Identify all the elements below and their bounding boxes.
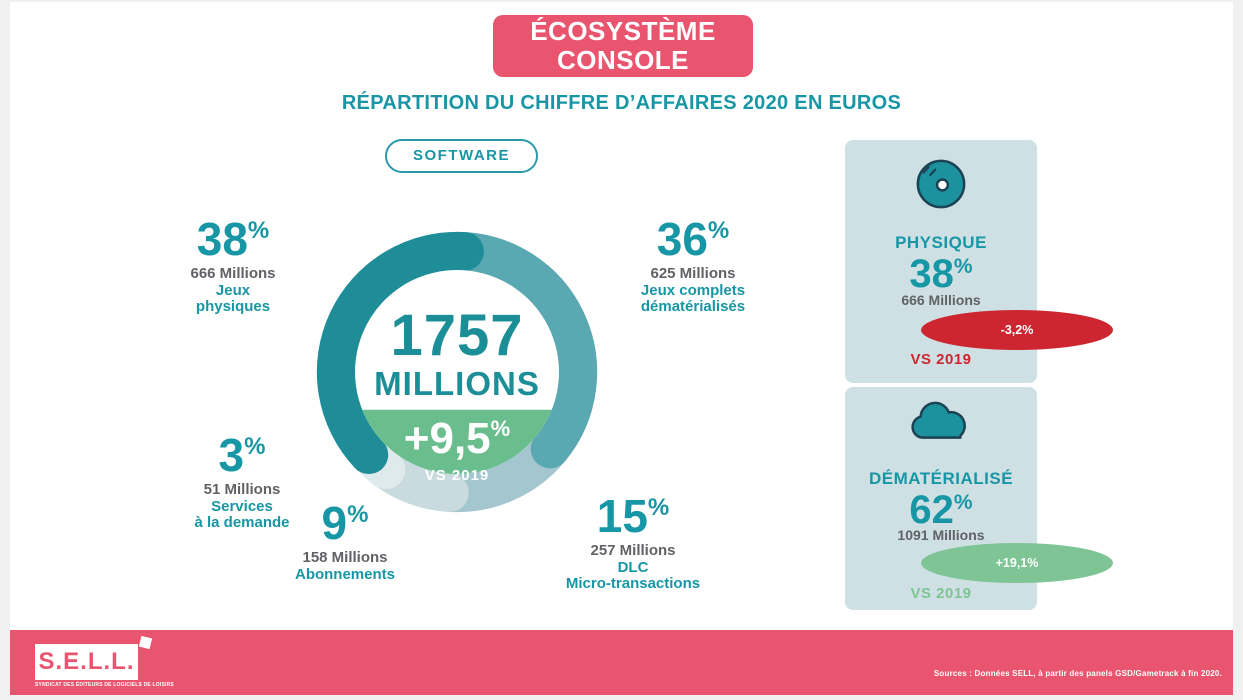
panel-physique-pct: 38	[909, 252, 954, 296]
panel-physique-vs: VS 2019	[910, 351, 972, 368]
trend-badge-positive: +19,1%	[921, 543, 1113, 583]
segment-name-line: Micro-transactions	[565, 575, 701, 592]
header-badge-line2: CONSOLE	[556, 45, 690, 75]
total-growth: +9,5%	[403, 414, 511, 463]
percent-sign: %	[953, 255, 973, 278]
segment-pct: 36	[656, 213, 708, 265]
panel-demat-title: DÉMATÉRIALISÉ	[868, 469, 1014, 488]
sources-text: Sources : Données SELL, à partir des pan…	[933, 669, 1222, 678]
disc-icon	[916, 159, 966, 209]
percent-sign: %	[347, 501, 369, 528]
panel-physique-amount: 666 Millions	[901, 292, 981, 308]
segment-name-line: DLC	[617, 559, 649, 576]
total-value: 1757	[390, 303, 524, 368]
sell-logo-square	[138, 635, 153, 650]
panel-demat-amount: 1091 Millions	[897, 527, 985, 543]
percent-sign: %	[490, 416, 511, 441]
donut-segment	[316, 231, 484, 475]
percent-sign: %	[244, 433, 266, 460]
donut-rings	[316, 231, 598, 513]
total-vs-label: VS 2019	[424, 467, 490, 484]
segment-label-jeux-physiques: 38% 666 Millions Jeux physiques	[158, 216, 308, 315]
panel-demat-vs: VS 2019	[910, 585, 972, 602]
segment-name-line: à la demande	[194, 514, 290, 531]
sell-logo-subtitle: SYNDICAT DES ÉDITEURS DE LOGICIELS DE LO…	[35, 682, 174, 688]
segment-amount: 625 Millions	[650, 265, 736, 282]
cloud-icon	[911, 401, 966, 439]
segment-name-line: Services	[211, 498, 273, 515]
panel-physique: PHYSIQUE 38% 666 Millions -3,2% VS 2019	[845, 140, 1113, 383]
panel-physique-title: PHYSIQUE	[895, 233, 987, 252]
panel-demat-pct: 62	[909, 488, 954, 532]
segment-amount: 158 Millions	[302, 549, 388, 566]
segment-amount: 257 Millions	[590, 542, 676, 559]
segment-label-abonnements: 9% 158 Millions Abonnements	[270, 500, 420, 583]
segment-label-services-demande: 3% 51 Millions Services à la demande	[167, 432, 317, 531]
segment-pct: 15	[596, 490, 648, 542]
donut-center: 1757 MILLIONS +9,5% VS 2019	[312, 227, 602, 517]
segment-name-line: dématérialisés	[640, 298, 746, 315]
total-unit: MILLIONS	[374, 365, 540, 402]
segment-pct: 38	[196, 213, 248, 265]
page-title: RÉPARTITION DU CHIFFRE D’AFFAIRES 2020 E…	[341, 92, 902, 114]
segment-pct: 9	[321, 497, 348, 549]
segment-label-dlc-microtransactions: 15% 257 Millions DLC Micro-transactions	[543, 493, 723, 592]
segment-name-line: physiques	[195, 298, 271, 315]
percent-sign: %	[247, 217, 270, 244]
segment-pct: 3	[218, 429, 245, 481]
footer-bar: S.E.L.L. SYNDICAT DES ÉDITEURS DE LOGICI…	[10, 630, 1233, 695]
segment-name-line: Jeux	[215, 282, 251, 299]
percent-sign: %	[707, 217, 730, 244]
header-badge-line1: ÉCOSYSTÈME	[530, 16, 716, 46]
software-tag: SOFTWARE	[385, 139, 538, 173]
donut-chart: 1757 MILLIONS +9,5% VS 2019	[312, 227, 602, 517]
percent-sign: %	[647, 494, 670, 521]
donut-hub-green-band	[362, 409, 552, 474]
percent-sign: %	[953, 491, 973, 514]
donut-segment	[437, 231, 598, 469]
segment-amount: 51 Millions	[203, 481, 281, 498]
segment-amount: 666 Millions	[190, 265, 276, 282]
sell-logo: S.E.L.L.	[35, 644, 138, 680]
segment-name-line: Jeux complets	[640, 282, 746, 299]
header-badge: ÉCOSYSTÈME CONSOLE	[493, 15, 753, 77]
sell-logo-text: S.E.L.L.	[38, 648, 135, 675]
trend-badge-negative: -3,2%	[921, 310, 1113, 350]
segment-name-line: Abonnements	[294, 566, 395, 583]
segment-label-jeux-complets-demat: 36% 625 Millions Jeux complets dématéria…	[608, 216, 778, 315]
panel-dematerialise: DÉMATÉRIALISÉ 62% 1091 Millions +19,1% V…	[845, 387, 1113, 610]
